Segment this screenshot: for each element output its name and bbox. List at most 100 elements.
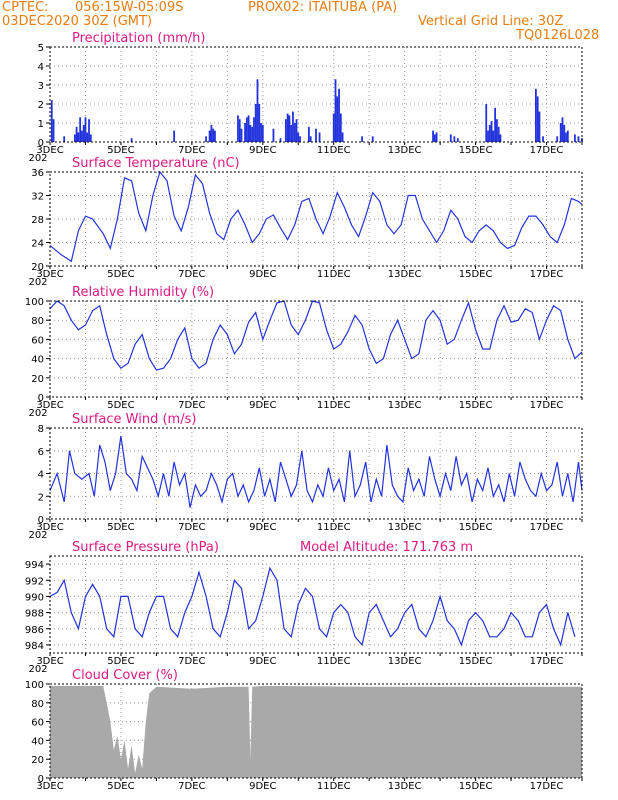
x-tick-label: 17DEC: [530, 400, 564, 411]
precip-bar: [293, 123, 296, 142]
y-tick-label: 988: [25, 609, 44, 620]
precip-bar: [332, 113, 335, 142]
precip-bar: [272, 128, 275, 142]
y-tick-label: 0: [38, 393, 44, 404]
precip-bar: [173, 130, 176, 142]
precip-bar: [290, 124, 293, 142]
precip-bar: [238, 119, 241, 142]
precip-bar: [318, 132, 321, 142]
panel-title: Precipitation (mm/h): [72, 31, 205, 46]
y-tick-label: 36: [31, 168, 44, 179]
precip-bar: [86, 132, 89, 142]
precip-bar: [52, 119, 55, 142]
precip-bar: [295, 119, 298, 142]
x-tick-label: 15DEC: [459, 269, 493, 280]
precip-bar: [456, 138, 459, 142]
x-tick-label: 9DEC: [249, 656, 276, 667]
precip-bar: [577, 136, 580, 142]
precip-bar: [488, 124, 491, 142]
panel-title: Relative Humidity (%): [72, 285, 214, 300]
x-tick-label: 5DEC: [107, 269, 134, 280]
precip-bar: [497, 126, 500, 142]
y-tick-label: 60: [31, 335, 44, 346]
precip-bar: [212, 128, 215, 142]
precip-bar: [84, 117, 87, 142]
x-tick-label: 17DEC: [530, 522, 564, 533]
x-tick-label: 13DEC: [388, 656, 422, 667]
x-tick-label: 3DEC: [36, 400, 63, 411]
x-tick-label: 3DEC: [36, 145, 63, 156]
precip-bar: [208, 130, 211, 142]
precip-bar: [214, 130, 216, 142]
x-tick-label: 17DEC: [530, 656, 564, 667]
precip-bar: [261, 124, 264, 142]
x-tick-label: 3DEC: [36, 781, 63, 792]
precip-bar: [251, 126, 254, 142]
x-tick-label: 15DEC: [459, 522, 493, 533]
precip-bar: [371, 136, 374, 142]
x-tick-label: 9DEC: [249, 145, 276, 156]
precip-bar: [88, 119, 90, 142]
precip-bar: [210, 124, 213, 142]
precip-bar: [561, 117, 564, 142]
panel-title: Surface Wind (m/s): [72, 412, 196, 427]
series-line: [49, 435, 583, 508]
header-model: TQ0126L028: [516, 28, 600, 43]
panel-title: Surface Pressure (hPa): [72, 540, 219, 555]
x-tick-label: 9DEC: [249, 522, 276, 533]
x-tick-label: 15DEC: [459, 656, 493, 667]
precip-bar: [279, 138, 282, 142]
x-tick-label: 15DEC: [459, 781, 493, 792]
y-tick-label: 80: [31, 316, 44, 327]
header-source: CPTEC:: [2, 0, 49, 15]
x-axis-overflow-label: 202: [28, 408, 47, 419]
panel-frame: [49, 46, 583, 143]
panel-annotation: Model Altitude: 171.763 m: [300, 540, 473, 555]
x-axis-overflow-label: 202: [28, 530, 47, 541]
precip-bar: [499, 134, 502, 142]
header-coords: 056:15W-05:09S: [75, 0, 184, 15]
y-tick-label: 60: [31, 718, 44, 729]
precip-bar: [288, 115, 291, 142]
precip-bar: [341, 132, 344, 142]
x-tick-label: 9DEC: [249, 400, 276, 411]
precip-bar: [81, 130, 83, 142]
x-tick-label: 17DEC: [530, 781, 564, 792]
x-axis-overflow-label: 202: [28, 277, 47, 288]
panel-frame: [49, 300, 583, 398]
x-tick-label: 5DEC: [107, 522, 134, 533]
y-tick-label: 0: [38, 138, 44, 149]
precip-bar: [130, 138, 133, 142]
y-tick-label: 984: [25, 641, 44, 652]
precip-bar: [75, 126, 78, 142]
precip-bar: [559, 123, 562, 142]
precip-bar: [50, 100, 53, 142]
x-tick-label: 5DEC: [107, 400, 134, 411]
precip-bar: [253, 117, 255, 142]
x-tick-label: 9DEC: [249, 781, 276, 792]
x-tick-label: 7DEC: [178, 522, 205, 533]
y-tick-label: 32: [31, 192, 44, 203]
precip-bar: [556, 136, 559, 142]
x-tick-label: 9DEC: [249, 269, 276, 280]
x-tick-label: 3DEC: [36, 656, 63, 667]
precip-bar: [449, 134, 452, 142]
x-tick-label: 3DEC: [36, 269, 63, 280]
y-tick-label: 1: [38, 119, 44, 130]
y-tick-label: 4: [38, 470, 44, 481]
x-tick-label: 13DEC: [388, 145, 422, 156]
x-tick-label: 3DEC: [36, 522, 63, 533]
x-tick-label: 11DEC: [317, 656, 351, 667]
precip-bar: [336, 96, 339, 142]
precip-bar: [338, 88, 340, 142]
precip-bar: [432, 130, 434, 142]
y-tick-label: 992: [25, 576, 44, 587]
x-tick-label: 7DEC: [178, 656, 205, 667]
precip-bar: [309, 136, 312, 142]
header-grid-note: Vertical Grid Line: 30Z: [418, 14, 564, 29]
y-tick-label: 3: [38, 81, 44, 92]
y-tick-label: 100: [25, 297, 44, 308]
y-tick-label: 2: [38, 100, 44, 111]
precip-bar: [247, 115, 250, 142]
x-tick-label: 11DEC: [317, 400, 351, 411]
